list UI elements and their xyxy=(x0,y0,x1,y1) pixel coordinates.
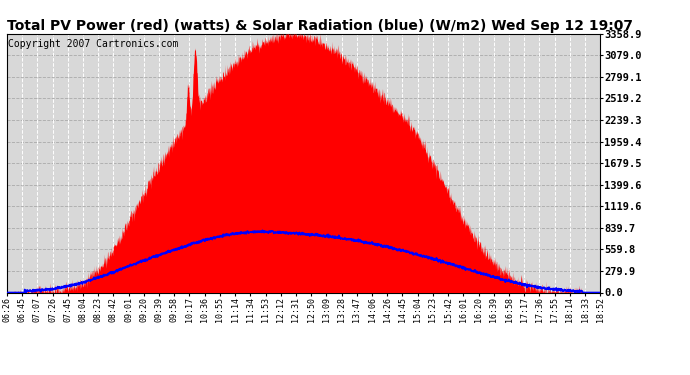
Text: Total PV Power (red) (watts) & Solar Radiation (blue) (W/m2) Wed Sep 12 19:07: Total PV Power (red) (watts) & Solar Rad… xyxy=(7,19,633,33)
Text: Copyright 2007 Cartronics.com: Copyright 2007 Cartronics.com xyxy=(8,39,179,49)
